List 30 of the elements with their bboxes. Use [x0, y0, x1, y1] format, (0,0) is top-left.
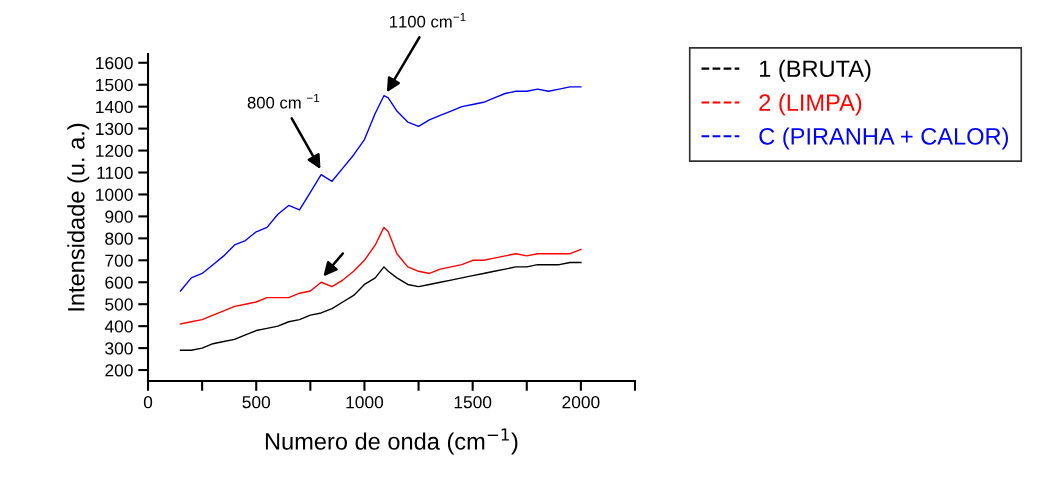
x-tick-label: 1500 — [454, 396, 492, 409]
y-tick-label: 1600 — [96, 56, 133, 70]
legend-label: C (PIRANHA + CALOR) — [759, 127, 1008, 150]
y-tick-label: 1400 — [96, 100, 133, 114]
y-tick-label: 1000 — [96, 188, 133, 201]
x-axis-title: Numero de onda (cm$^{−1}$) — [265, 428, 518, 455]
y-tick-label: 300 — [105, 342, 133, 355]
y-tick-label: 900 — [105, 210, 133, 223]
y-tick-label: 400 — [104, 320, 133, 333]
y-tick-label: 200 — [105, 364, 133, 377]
y-tick-label: 1300 — [96, 122, 133, 136]
y-tick-label: 700 — [105, 254, 133, 267]
y-axis-title: Intensidade (u. a.) — [67, 123, 90, 311]
x-tick-label: 0 — [143, 396, 153, 409]
line-series — [179, 226, 582, 325]
line-series — [179, 86, 582, 292]
annotation: 800 cm $^{−1}$ — [247, 94, 320, 109]
y-tick-label: 800 — [105, 232, 133, 245]
legend-label: 1 (BRUTA) — [760, 59, 871, 82]
y-tick-label: 500 — [105, 298, 133, 311]
x-tick-label: 2000 — [562, 396, 600, 409]
y-tick-label: 1200 — [96, 144, 133, 158]
legend-label: 2 (LIMPA) — [759, 93, 862, 116]
line-series — [179, 261, 582, 351]
x-tick-label: 500 — [242, 396, 271, 409]
y-tick-label: 1500 — [96, 78, 133, 92]
x-tick-label: 1000 — [346, 396, 384, 409]
y-tick-label: 600 — [105, 276, 133, 289]
annotation: 1100 cm$^{−1}$ — [390, 13, 466, 28]
y-tick-label: 1100 — [97, 166, 133, 179]
